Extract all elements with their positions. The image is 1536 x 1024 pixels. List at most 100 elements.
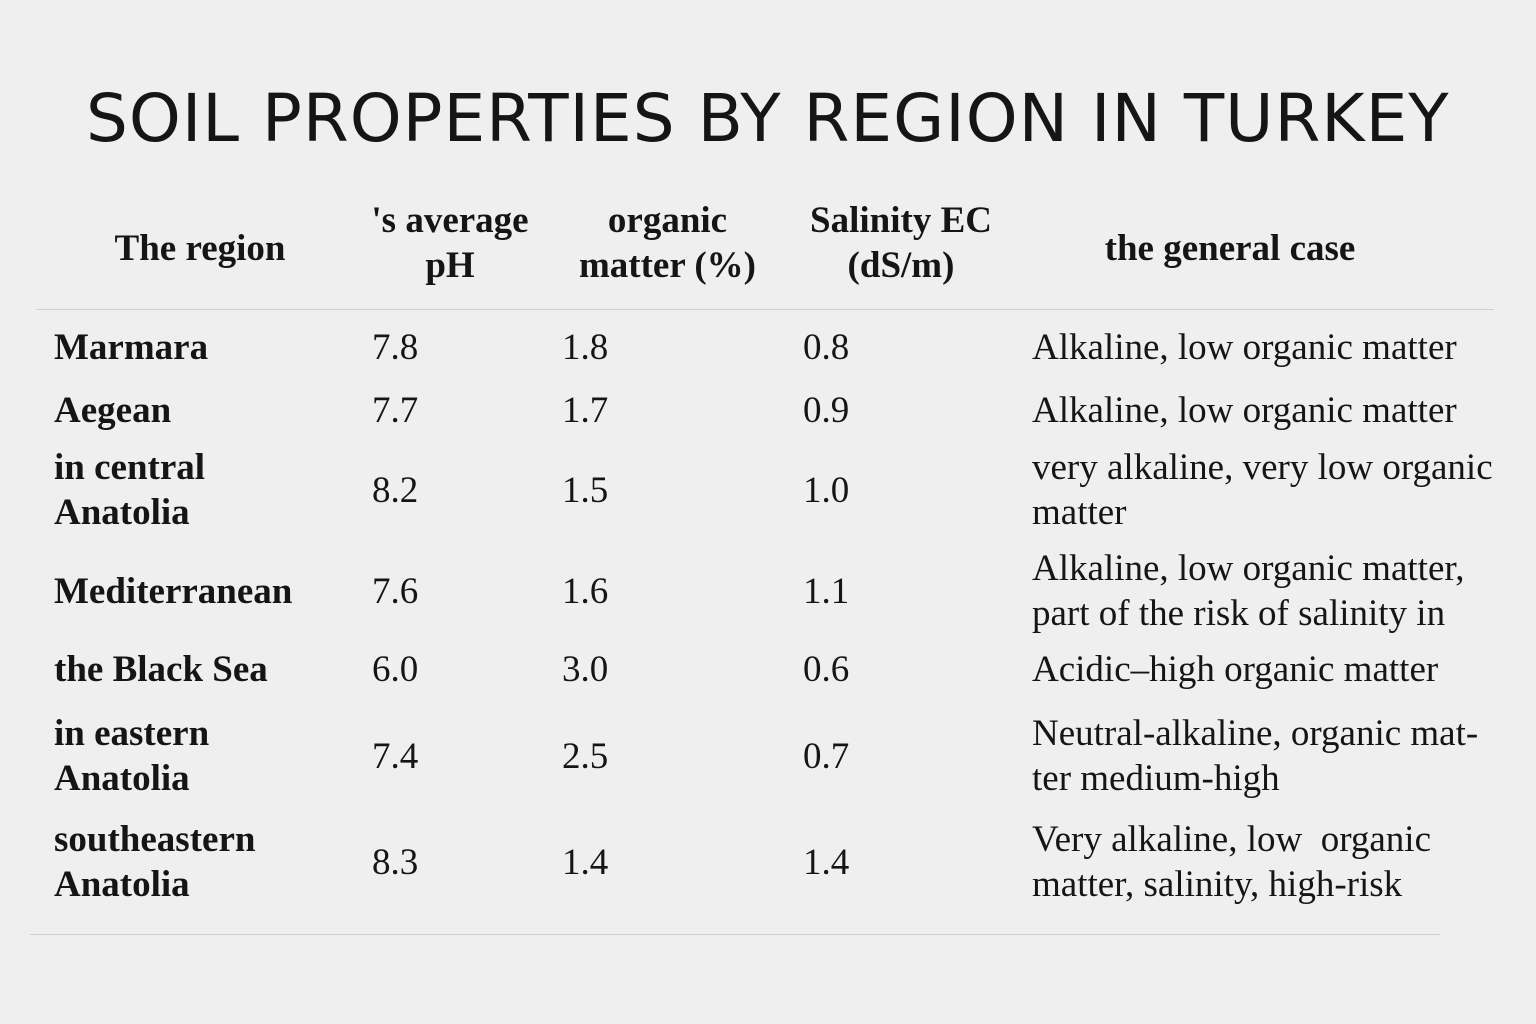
salinity-cell: 1.4	[803, 816, 953, 908]
header-region: The region	[60, 226, 340, 271]
ph-cell-value: 8.2	[372, 469, 419, 511]
header-ph: 's average pH	[350, 198, 550, 288]
region-cell-line: Anatolia	[54, 758, 190, 799]
organic-matter-cell: 1.4	[562, 816, 712, 908]
region-cell-line: Aegean	[54, 389, 172, 431]
region-cell-line: the Black Sea	[54, 648, 268, 690]
general-case-cell-line: ter medium-high	[1032, 758, 1280, 799]
organic-matter-cell: 1.7	[562, 385, 712, 435]
general-case-cell-line: very alkaline, very low organic	[1032, 447, 1493, 488]
table-row: Aegean 7.7 1.7 0.9 Alkaline, low organic mat…	[0, 385, 1536, 435]
organic-matter-cell-value: 1.8	[562, 326, 609, 368]
organic-matter-cell-value: 2.5	[562, 735, 609, 777]
header-divider	[36, 309, 1494, 310]
organic-matter-cell: 1.8	[562, 322, 712, 372]
region-cell-line: in central	[54, 447, 206, 488]
header-organic-matter: organic matter (%)	[560, 198, 775, 288]
header-region-label: The region	[114, 228, 286, 269]
ph-cell-value: 7.4	[372, 735, 419, 777]
header-ph-line1: 's average	[371, 200, 529, 241]
header-om-line2: matter (%)	[578, 245, 757, 286]
region-cell: southeastern Anatolia	[54, 816, 354, 908]
salinity-cell-value: 0.9	[803, 389, 850, 431]
region-cell: Aegean	[54, 385, 354, 435]
ph-cell: 6.0	[372, 644, 522, 694]
region-cell-line: Marmara	[54, 326, 209, 368]
general-case-cell-line: Very alkaline, low organic	[1032, 819, 1431, 860]
general-case-cell-line: Alkaline, low organic matter	[1032, 389, 1457, 431]
ph-cell: 7.4	[372, 710, 522, 802]
ph-cell-value: 8.3	[372, 841, 419, 883]
general-case-cell-line: Acidic–high organic matter	[1032, 648, 1439, 690]
general-case-cell: Neutral-alkaline, organic mat-ter medium…	[1032, 710, 1532, 802]
general-case-cell-line: Neutral-alkaline, organic mat-	[1032, 713, 1479, 754]
organic-matter-cell-value: 1.7	[562, 389, 609, 431]
region-cell: Marmara	[54, 322, 354, 372]
ph-cell: 7.6	[372, 545, 522, 637]
ph-cell: 8.2	[372, 444, 522, 536]
region-cell-line: Anatolia	[54, 864, 190, 905]
header-case-label: the general case	[1104, 228, 1356, 269]
header-salinity: Salinity EC (dS/m)	[790, 198, 1012, 288]
ph-cell: 7.8	[372, 322, 522, 372]
salinity-cell-value: 1.4	[803, 841, 850, 883]
region-cell-line: in eastern	[54, 713, 210, 754]
ph-cell: 7.7	[372, 385, 522, 435]
salinity-cell: 0.7	[803, 710, 953, 802]
organic-matter-cell: 3.0	[562, 644, 712, 694]
organic-matter-cell: 1.6	[562, 545, 712, 637]
salinity-cell: 0.8	[803, 322, 953, 372]
region-cell: in eastern Anatolia	[54, 710, 354, 802]
organic-matter-cell-value: 1.5	[562, 469, 609, 511]
general-case-cell: very alkaline, very low organic matter	[1032, 444, 1532, 536]
salinity-cell: 0.6	[803, 644, 953, 694]
general-case-cell: Alkaline, low organic matter	[1032, 385, 1532, 435]
organic-matter-cell-value: 1.4	[562, 841, 609, 883]
general-case-cell-line: Alkaline, low organic matter,	[1032, 548, 1465, 589]
salinity-cell-value: 0.8	[803, 326, 850, 368]
region-cell-line: southeastern	[54, 819, 256, 860]
organic-matter-cell-value: 1.6	[562, 570, 609, 612]
region-cell: the Black Sea	[54, 644, 354, 694]
region-cell: in central Anatolia	[54, 444, 354, 536]
table-row: Mediterranean 7.6 1.6 1.1 Alkaline, low orga…	[0, 545, 1536, 637]
general-case-cell-line: Alkaline, low organic matter	[1032, 326, 1457, 368]
salinity-cell-value: 0.6	[803, 648, 850, 690]
region-cell-line: Mediterranean	[54, 570, 293, 612]
table-bottom-divider	[30, 934, 1440, 935]
general-case-cell: Very alkaline, low organic matter, salini…	[1032, 816, 1532, 908]
header-ec-line1: Salinity EC	[810, 200, 992, 241]
general-case-cell: Acidic–high organic matter	[1032, 644, 1532, 694]
general-case-cell: Alkaline, low organic matter, part of the…	[1032, 545, 1532, 637]
organic-matter-cell-value: 3.0	[562, 648, 609, 690]
page-title: SOIL PROPERTIES BY REGION IN TURKEY	[86, 80, 1450, 157]
ph-cell-value: 7.8	[372, 326, 419, 368]
ph-cell: 8.3	[372, 816, 522, 908]
salinity-cell-value: 1.1	[803, 570, 850, 612]
header-ph-line2: pH	[425, 245, 475, 286]
header-om-line1: organic	[607, 200, 728, 241]
table-row: Marmara 7.8 1.8 0.8 Alkaline, low organic ma…	[0, 322, 1536, 372]
table-row: in eastern Anatolia 7.4 2.5 0.7 Neutral-alkal…	[0, 710, 1536, 802]
general-case-cell-line: part of the risk of salinity in	[1032, 593, 1446, 634]
table-row: southeastern Anatolia 8.3 1.4 1.4 Very alkali…	[0, 816, 1536, 908]
ph-cell-value: 7.6	[372, 570, 419, 612]
table-row: the Black Sea 6.0 3.0 0.6 Acidic–high organi…	[0, 644, 1536, 694]
salinity-cell: 0.9	[803, 385, 953, 435]
header-general-case: the general case	[1040, 226, 1420, 271]
salinity-cell: 1.1	[803, 545, 953, 637]
header-ec-line2: (dS/m)	[847, 245, 955, 286]
ph-cell-value: 7.7	[372, 389, 419, 431]
organic-matter-cell: 2.5	[562, 710, 712, 802]
table-row: in central Anatolia 8.2 1.5 1.0 very alkaline…	[0, 444, 1536, 536]
salinity-cell-value: 0.7	[803, 735, 850, 777]
salinity-cell-value: 1.0	[803, 469, 850, 511]
general-case-cell-line: matter	[1032, 492, 1127, 533]
general-case-cell: Alkaline, low organic matter	[1032, 322, 1532, 372]
organic-matter-cell: 1.5	[562, 444, 712, 536]
ph-cell-value: 6.0	[372, 648, 419, 690]
salinity-cell: 1.0	[803, 444, 953, 536]
region-cell: Mediterranean	[54, 545, 354, 637]
general-case-cell-line: matter, salinity, high-risk	[1032, 864, 1403, 905]
region-cell-line: Anatolia	[54, 492, 190, 533]
